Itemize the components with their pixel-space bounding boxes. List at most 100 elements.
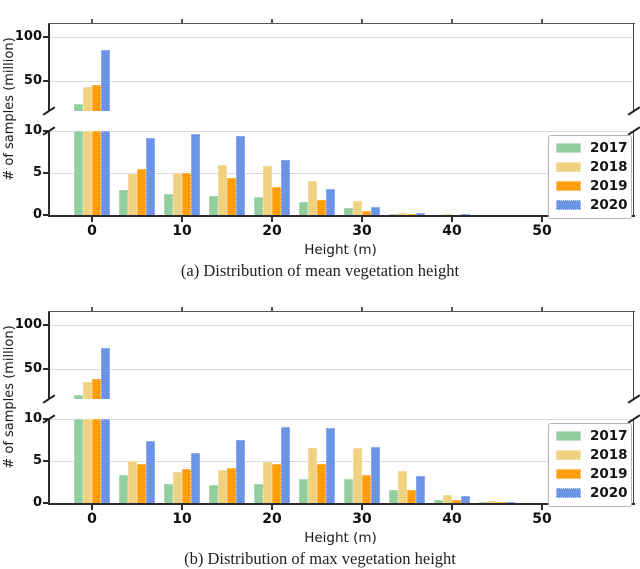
bar-top-2019-0 bbox=[92, 84, 101, 111]
legend-label-2019: 2019 bbox=[590, 465, 628, 482]
y-tick-label-10: 10 bbox=[23, 123, 42, 138]
bar-2020-30 bbox=[371, 206, 380, 215]
bar-2019-15 bbox=[227, 178, 236, 215]
bar-2017-0 bbox=[74, 131, 83, 215]
x-axis-label: Height (m) bbox=[304, 242, 377, 258]
bar-2017-15 bbox=[209, 195, 218, 215]
legend-item-2018: 2018 bbox=[549, 445, 631, 464]
x-tick-top-10 bbox=[181, 307, 183, 311]
legend-label-2020: 2020 bbox=[590, 484, 628, 501]
bar-2017-45 bbox=[479, 502, 488, 504]
bar-2018-25 bbox=[308, 448, 317, 503]
bar-2018-25 bbox=[308, 181, 317, 215]
y-tick-label-100: 100 bbox=[14, 29, 42, 45]
x-tick-top-10 bbox=[181, 19, 183, 23]
x-tick-bottom-10 bbox=[181, 505, 183, 510]
bar-2019-0 bbox=[92, 419, 101, 503]
bar-2020-40 bbox=[461, 496, 470, 503]
gridline-100 bbox=[48, 37, 633, 39]
legend: 2017 2018 2019 2020 bbox=[548, 423, 632, 507]
bar-2019-5 bbox=[137, 168, 146, 215]
bar-2017-10 bbox=[164, 194, 173, 215]
caption-a: (a) Distribution of mean vegetation heig… bbox=[180, 261, 460, 280]
x-tick-top-30 bbox=[361, 19, 363, 23]
x-tick-bottom-0 bbox=[91, 505, 93, 510]
bar-2017-0 bbox=[74, 419, 83, 503]
bar-2018-35 bbox=[398, 213, 407, 215]
x-tick-label-30: 30 bbox=[352, 511, 372, 527]
bar-2018-15 bbox=[218, 164, 227, 215]
bar-2018-15 bbox=[218, 470, 227, 503]
x-tick-label-40: 40 bbox=[442, 511, 462, 527]
bar-2018-0 bbox=[83, 131, 92, 215]
legend-item-2020: 2020 bbox=[549, 483, 631, 502]
legend-swatch-2019 bbox=[556, 180, 581, 191]
top-panel-left-spine bbox=[48, 311, 50, 399]
bar-2019-15 bbox=[227, 467, 236, 503]
x-tick-top-30 bbox=[361, 307, 363, 311]
bar-2018-40 bbox=[443, 214, 452, 216]
bar-2020-15 bbox=[236, 440, 245, 503]
bar-2018-40 bbox=[443, 495, 452, 503]
x-tick-bottom-10 bbox=[181, 217, 183, 222]
bar-2019-30 bbox=[362, 475, 371, 503]
y-tick-5 bbox=[43, 460, 48, 462]
y-tick-label-5: 5 bbox=[32, 453, 42, 468]
bar-2017-15 bbox=[209, 485, 218, 503]
bar-2020-5 bbox=[146, 440, 155, 503]
legend-label-2017: 2017 bbox=[590, 139, 628, 156]
bar-2017-35 bbox=[389, 213, 398, 215]
y-tick-50 bbox=[43, 368, 48, 371]
bar-2018-5 bbox=[128, 461, 137, 503]
bar-2020-25 bbox=[326, 188, 335, 215]
y-tick-label-50: 50 bbox=[23, 73, 42, 89]
chart-mean-vegetation-height: # of samples (million) 50 100 0 5 10 0 10 20 30 4… bbox=[2, 19, 640, 280]
bar-2018-10 bbox=[173, 173, 182, 215]
y-tick-0 bbox=[43, 214, 48, 216]
legend-swatch-2017 bbox=[556, 142, 581, 153]
bar-2019-25 bbox=[317, 464, 326, 503]
legend-label-2018: 2018 bbox=[590, 158, 628, 175]
legend-label-2017: 2017 bbox=[590, 427, 628, 444]
x-tick-top-20 bbox=[271, 307, 273, 311]
bar-2017-20 bbox=[254, 196, 263, 215]
bottom-panel-right-spine bbox=[633, 131, 635, 215]
x-tick-label-20: 20 bbox=[262, 511, 282, 527]
bar-2018-30 bbox=[353, 200, 362, 215]
top-panel-right-spine bbox=[633, 23, 635, 111]
legend-item-2017: 2017 bbox=[549, 426, 631, 445]
gridline-10 bbox=[48, 419, 633, 420]
y-tick-label-50: 50 bbox=[23, 361, 42, 377]
gridline-50 bbox=[48, 81, 633, 83]
bar-top-2018-0 bbox=[83, 87, 92, 111]
bar-2020-10 bbox=[191, 452, 200, 503]
bar-2018-5 bbox=[128, 173, 137, 215]
bar-2018-35 bbox=[398, 471, 407, 503]
bar-2020-0 bbox=[101, 419, 110, 503]
x-tick-label-30: 30 bbox=[352, 223, 372, 239]
bar-top-2020-0 bbox=[101, 50, 110, 111]
bar-2019-20 bbox=[272, 463, 281, 503]
bar-2020-5 bbox=[146, 137, 155, 215]
y-tick-label-5: 5 bbox=[32, 165, 42, 180]
bar-top-2017-0 bbox=[74, 103, 83, 111]
bar-2020-0 bbox=[101, 131, 110, 215]
x-tick-bottom-40 bbox=[451, 505, 453, 510]
bar-2019-10 bbox=[182, 469, 191, 503]
bar-2019-30 bbox=[362, 210, 371, 215]
top-panel-top-spine bbox=[48, 311, 635, 313]
x-tick-top-20 bbox=[271, 19, 273, 23]
bar-2019-45 bbox=[497, 502, 506, 504]
caption-b: (b) Distribution of max vegetation heigh… bbox=[184, 549, 456, 568]
y-tick-50 bbox=[43, 80, 48, 83]
legend-swatch-2020 bbox=[556, 199, 581, 210]
bar-top-2020-0 bbox=[101, 347, 110, 399]
bar-2020-35 bbox=[416, 476, 425, 503]
x-tick-label-50: 50 bbox=[532, 511, 552, 527]
bar-2020-35 bbox=[416, 213, 425, 215]
bottom-panel-left-spine bbox=[48, 131, 50, 215]
gridline-50 bbox=[48, 369, 633, 371]
bar-2018-0 bbox=[83, 419, 92, 503]
bar-2020-25 bbox=[326, 428, 335, 503]
